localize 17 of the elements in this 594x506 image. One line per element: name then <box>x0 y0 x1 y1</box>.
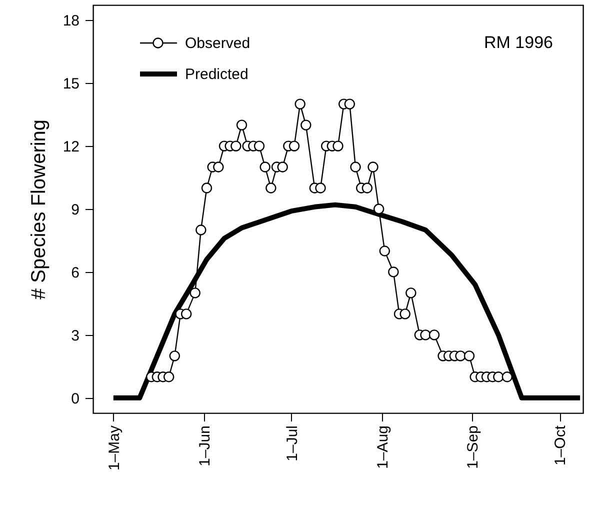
x-tick-label: 1–Aug <box>374 426 392 469</box>
y-axis-title: # Species Flowering <box>28 119 50 300</box>
x-tick-label: 1–Jun <box>196 426 214 466</box>
x-tick-label: 1–Sep <box>464 426 482 469</box>
x-tick-label: 1–Jul <box>284 426 301 462</box>
y-tick-label: 12 <box>62 138 80 156</box>
y-tick-label: 0 <box>71 390 80 408</box>
y-tick-label: 3 <box>71 327 80 344</box>
y-tick-label: 18 <box>62 12 80 30</box>
annotation: RM 1996 <box>484 33 553 52</box>
y-tick-label: 15 <box>62 76 80 93</box>
x-tick-label: 1–May <box>106 425 123 471</box>
y-tick-label: 9 <box>71 202 80 218</box>
legend-label: Observed <box>185 35 250 52</box>
x-tick-label: 1–Oct <box>552 424 570 466</box>
legend-label: Predicted <box>185 66 248 83</box>
y-tick-label: 6 <box>71 264 80 282</box>
